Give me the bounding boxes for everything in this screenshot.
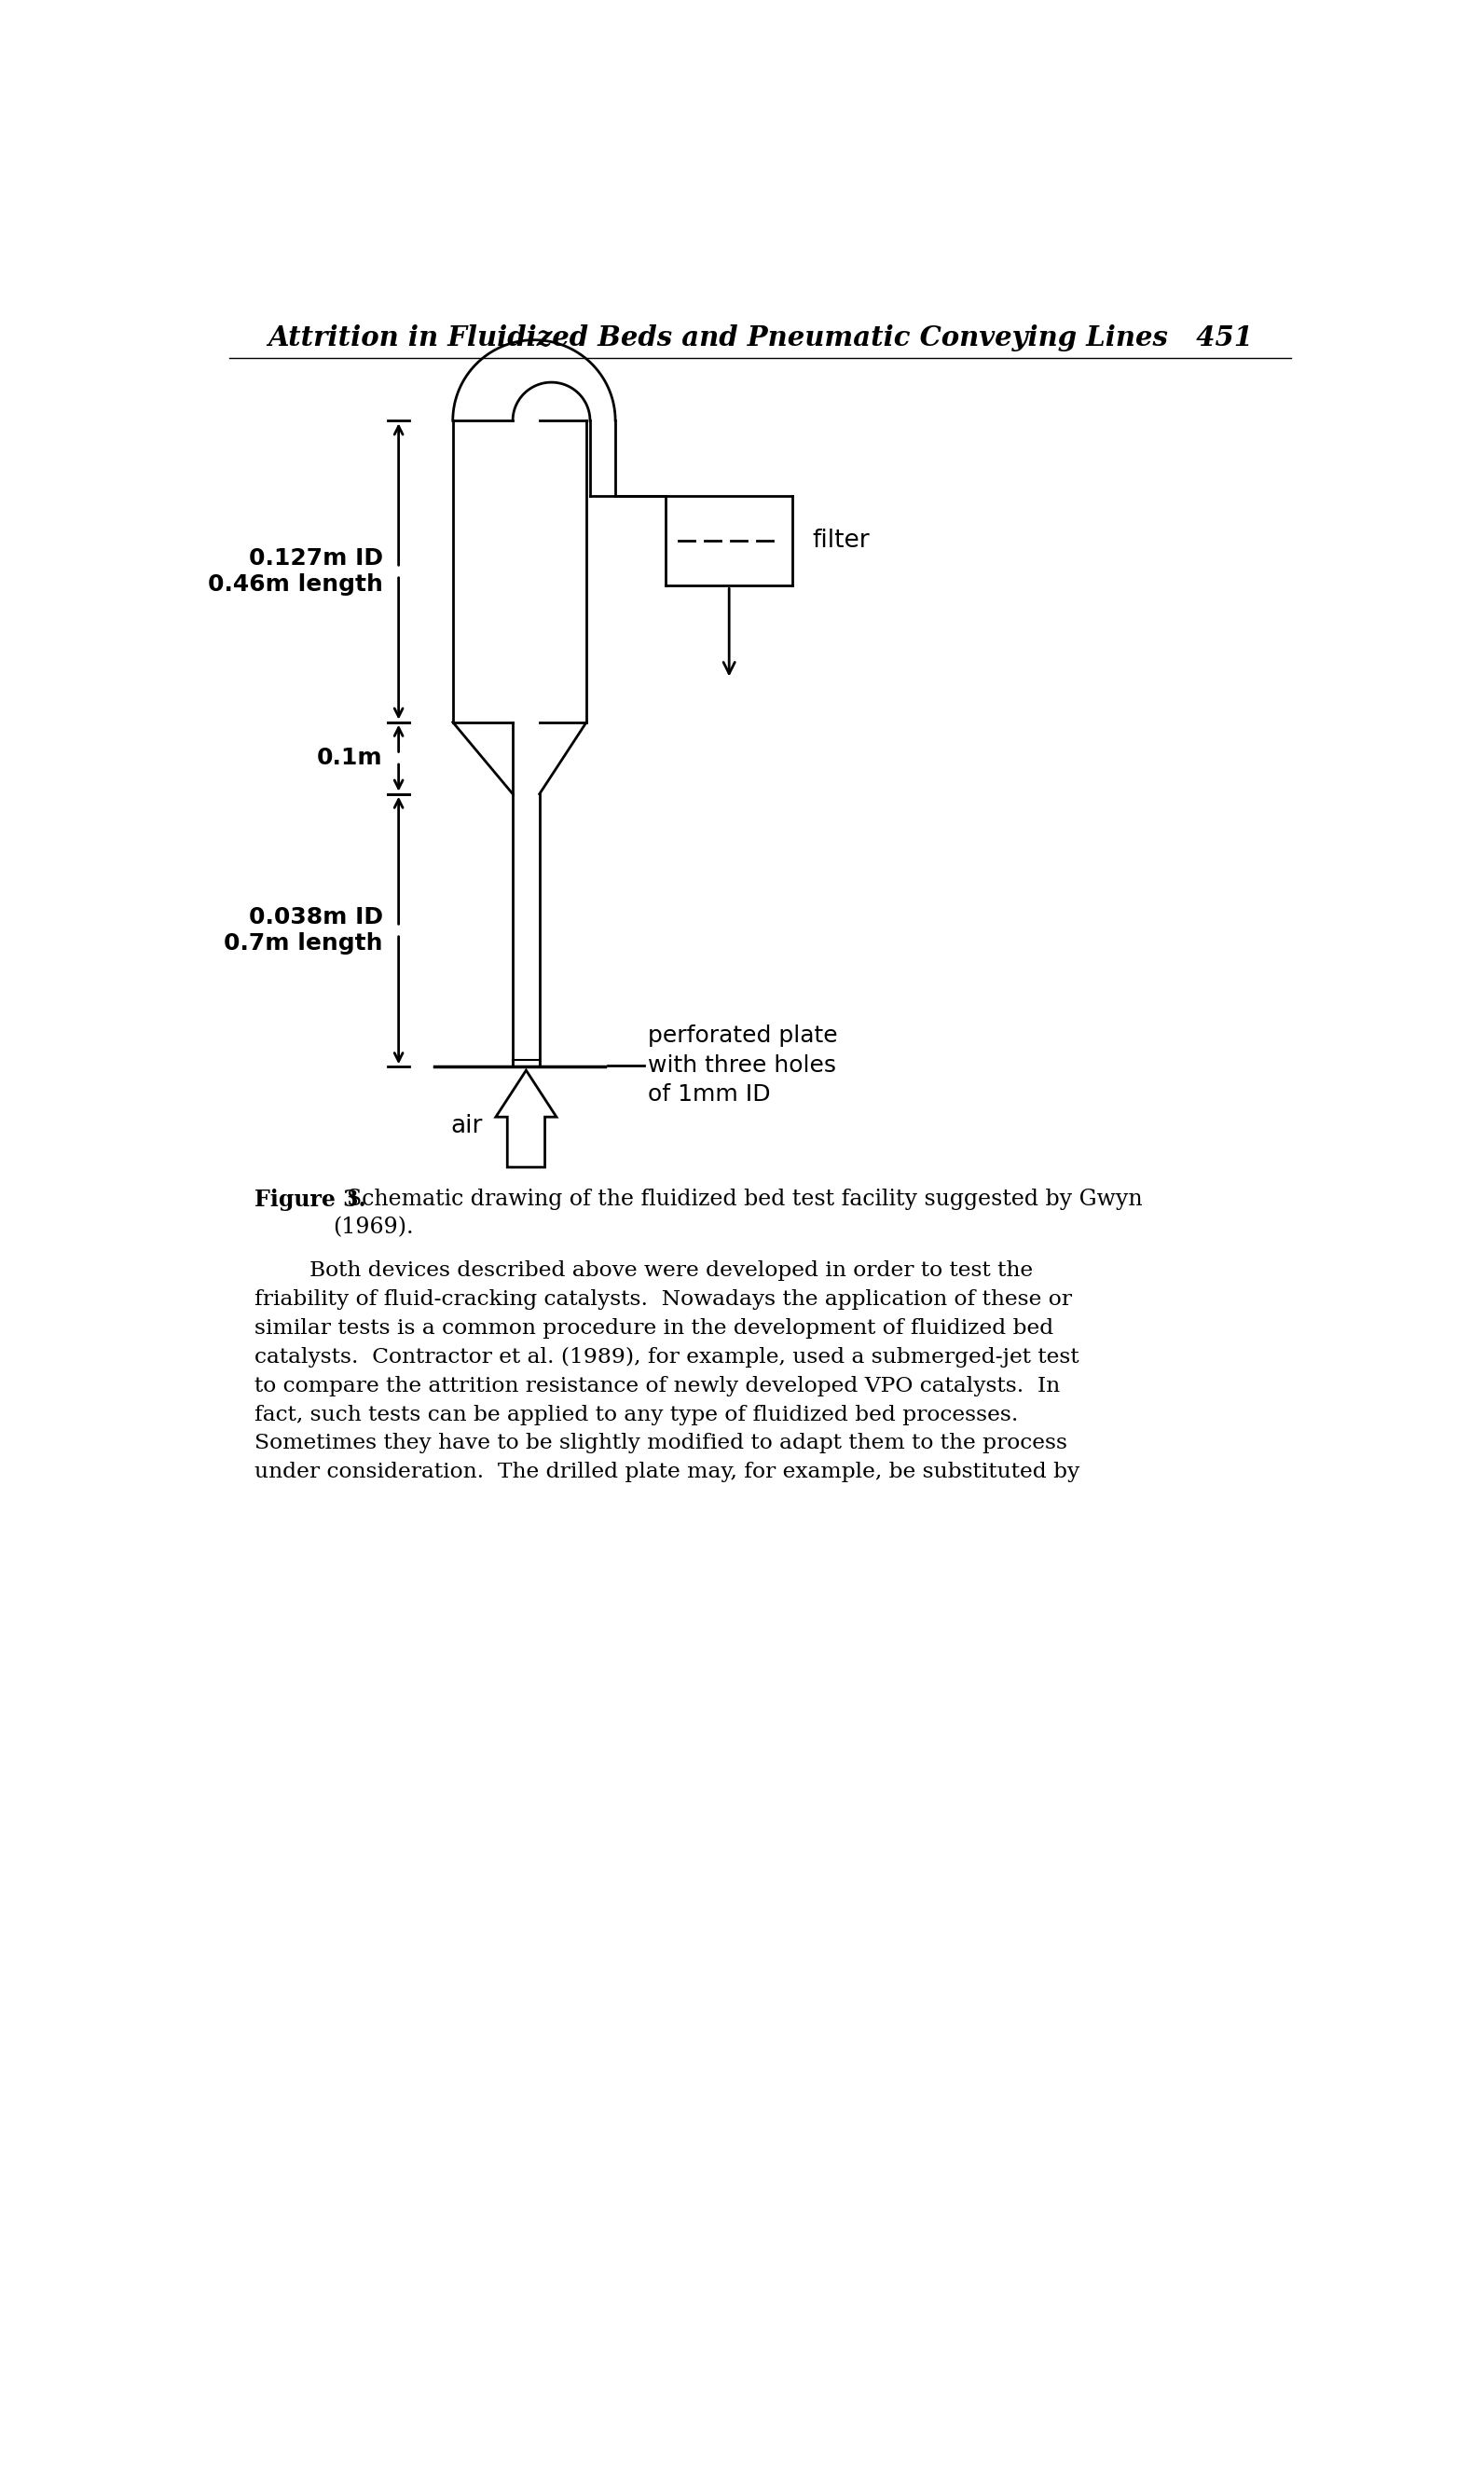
Text: Attrition in Fluidized Beds and Pneumatic Conveying Lines   451: Attrition in Fluidized Beds and Pneumati… — [269, 324, 1252, 351]
Text: filter: filter — [813, 528, 870, 553]
Text: perforated plate
with three holes
of 1mm ID: perforated plate with three holes of 1mm… — [649, 1025, 837, 1105]
Text: 0.127m ID
0.46m length: 0.127m ID 0.46m length — [208, 548, 383, 595]
Text: 0.038m ID
0.7m length: 0.038m ID 0.7m length — [224, 906, 383, 953]
Text: Both devices described above were developed in order to test the
friability of f: Both devices described above were develo… — [255, 1259, 1080, 1483]
Text: Schematic drawing of the fluidized bed test facility suggested by Gwyn
(1969).: Schematic drawing of the fluidized bed t… — [332, 1190, 1143, 1240]
Text: air: air — [451, 1113, 482, 1137]
Text: 0.1m: 0.1m — [318, 747, 383, 769]
Text: Figure 3.: Figure 3. — [255, 1190, 367, 1212]
